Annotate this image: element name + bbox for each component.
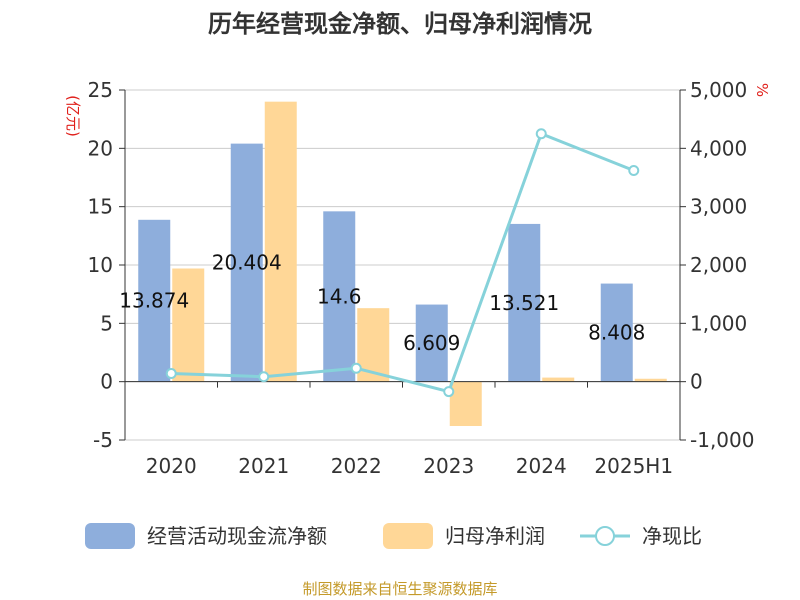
line-point: [165, 368, 177, 379]
bar-cash-flow: [230, 143, 263, 382]
line-point: [535, 128, 547, 140]
data-label: 8.408: [588, 321, 645, 345]
data-label: 20.404: [212, 251, 282, 275]
left-tick-label: 15: [88, 195, 113, 219]
data-label: 6.609: [403, 331, 460, 355]
legend-swatch-cash-flow: [85, 523, 135, 549]
x-tick-label: 2023: [423, 454, 474, 478]
x-tick-label: 2020: [146, 454, 197, 478]
legend-label-ratio: 净现比: [642, 524, 702, 548]
bar-net-profit: [172, 268, 205, 382]
right-tick-label: -1,000: [690, 428, 754, 452]
bar-cash-flow: [138, 219, 171, 382]
chart-title: 历年经营现金净额、归母净利润情况: [208, 10, 592, 38]
left-axis-unit: (亿元): [64, 95, 82, 137]
axes: [119, 89, 686, 441]
left-tick-label: -5: [93, 428, 113, 452]
line-series: [165, 128, 640, 398]
x-tick-label: 2024: [516, 454, 567, 478]
bar-net-profit: [542, 377, 575, 382]
bar-cash-flow: [508, 223, 541, 382]
data-labels: 13.874 20.404 14.6 6.609 13.521 8.408: [119, 251, 645, 355]
bar-cash-flow: [415, 304, 448, 382]
right-tick-label: 0: [690, 370, 703, 394]
left-tick-label: 10: [88, 253, 113, 277]
x-tick-label: 2025H1: [594, 454, 673, 478]
right-axis-unit: %: [753, 83, 771, 97]
line-point: [350, 362, 362, 374]
legend-label-net-profit: 归母净利润: [445, 524, 545, 548]
legend-label-cash-flow: 经营活动现金流净额: [147, 524, 327, 548]
bar-net-profit: [449, 381, 482, 426]
left-tick-label: 25: [88, 78, 113, 102]
line-point: [628, 165, 640, 176]
data-label: 14.6: [317, 285, 362, 309]
legend-swatch-ratio-point: [595, 526, 615, 546]
line-path: [171, 131, 635, 394]
left-tick-label: 0: [100, 370, 113, 394]
bar-net-profit: [264, 101, 297, 382]
data-label: 13.874: [119, 289, 189, 313]
data-label: 13.521: [489, 291, 559, 315]
left-tick-label: 20: [88, 136, 113, 160]
left-tick-label: 5: [100, 311, 113, 335]
right-tick-label: 5,000: [690, 78, 747, 102]
right-tick-label: 1,000: [690, 311, 747, 335]
source-note: 制图数据来自恒生聚源数据库: [302, 580, 497, 598]
bar-cash-flow: [323, 211, 356, 382]
bar-cash-flow: [600, 283, 633, 382]
legend-swatch-net-profit: [383, 523, 433, 549]
right-tick-label: 2,000: [690, 253, 747, 277]
tick-labels: 25 20 15 10 5 0 -5 5,000 4,000 3,000 2,000 1,000 0 -1…: [88, 78, 755, 478]
right-tick-label: 3,000: [690, 195, 747, 219]
bar-net-profit: [634, 378, 667, 382]
right-tick-label: 4,000: [690, 136, 747, 160]
line-point: [443, 386, 455, 398]
x-tick-label: 2022: [331, 454, 382, 478]
line-point: [258, 371, 270, 383]
x-tick-label: 2021: [238, 454, 289, 478]
legend: 经营活动现金流净额 归母净利润 净现比: [85, 523, 702, 549]
